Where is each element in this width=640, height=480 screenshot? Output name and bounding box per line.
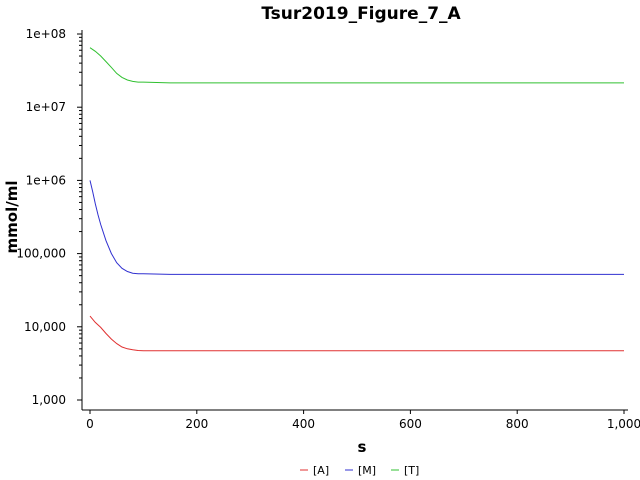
legend: [A] [M] [T]	[300, 464, 419, 477]
y-tick-label: 10,000	[24, 320, 66, 334]
y-axis-ticks: 1,000 10,000 100,000 1e+06 1e+07 1e+08	[16, 27, 82, 407]
series-line	[89, 180, 624, 275]
y-axis-label: mmol/ml	[3, 181, 21, 254]
x-tick-label: 800	[506, 417, 529, 431]
x-tick-label: 200	[185, 417, 208, 431]
x-tick-label: 0	[86, 417, 94, 431]
y-tick-label: 1e+08	[26, 27, 66, 41]
y-tick-label: 1,000	[32, 393, 66, 407]
x-axis-label: s	[358, 438, 367, 456]
x-tick-label: 1,000	[607, 417, 640, 431]
x-axis-ticks: 0 200 400 600 800 1,000	[86, 410, 640, 431]
y-tick-label: 100,000	[16, 247, 66, 261]
x-tick-label: 400	[292, 417, 315, 431]
series-line	[89, 47, 624, 84]
legend-entry: [M]	[358, 464, 376, 477]
y-tick-label: 1e+07	[26, 100, 66, 114]
series-lines	[89, 47, 624, 352]
legend-entry: [T]	[404, 464, 419, 477]
series-line	[89, 315, 624, 352]
plot-area	[81, 30, 628, 411]
y-tick-label: 1e+06	[26, 173, 66, 187]
x-tick-label: 600	[399, 417, 422, 431]
legend-entry: [A]	[313, 464, 329, 477]
chart-title: Tsur2019_Figure_7_A	[261, 4, 461, 24]
